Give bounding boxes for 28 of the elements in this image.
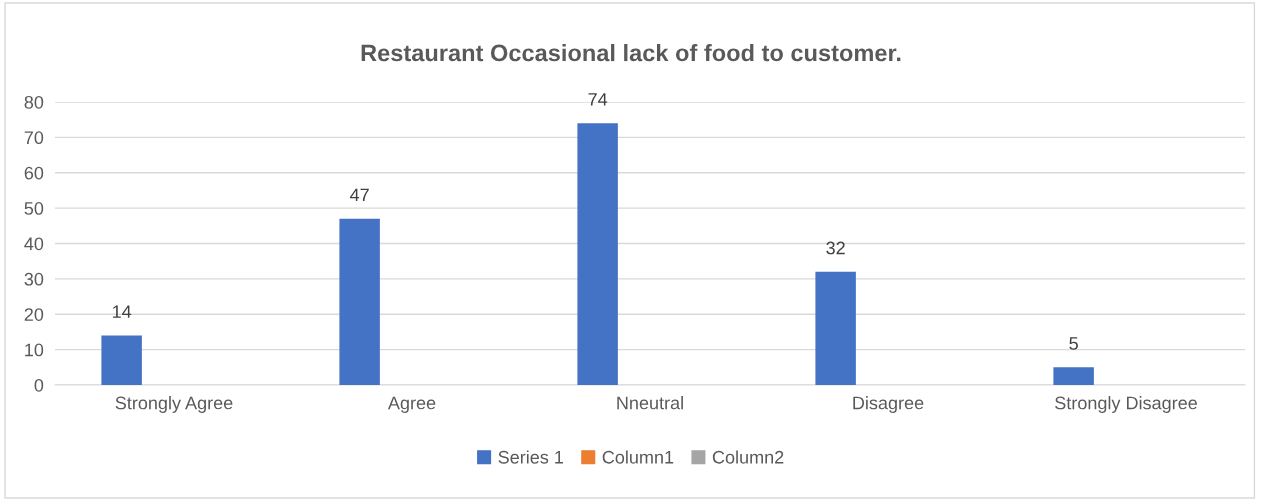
legend-label: Column2 [712,450,784,464]
data-label: 14 [112,305,132,318]
x-tick-label: Disagree [853,396,924,413]
data-label: 74 [588,93,608,106]
y-tick-label: 0 [34,378,44,392]
y-tick-label: 50 [24,202,44,215]
x-tick-label: Nneutral [617,396,683,410]
x-tick-label: Strongly Agree [115,396,233,413]
data-label: 5 [1069,337,1078,350]
y-tick-label: 20 [24,308,44,321]
legend-label: Column1 [602,450,674,464]
chart-title: Restaurant Occasional lack of food to customer. [361,44,901,62]
y-tick-label: 30 [24,272,44,286]
x-tick-label: Agree [387,396,436,413]
data-label: 32 [826,241,845,255]
bar [815,271,856,385]
y-tick-label: 60 [24,166,44,180]
y-tick-label: 80 [24,95,44,109]
data-label: 47 [350,188,369,202]
y-tick-label: 40 [24,237,44,251]
bar [339,218,380,385]
bar [577,123,618,385]
y-tick-label: 70 [24,131,44,145]
y-tick-label: 10 [25,343,44,357]
bar [101,335,142,385]
x-tick-label: Strongly Disagree [1055,396,1197,413]
bar [1053,367,1094,385]
legend-label: Series 1 [498,450,563,464]
